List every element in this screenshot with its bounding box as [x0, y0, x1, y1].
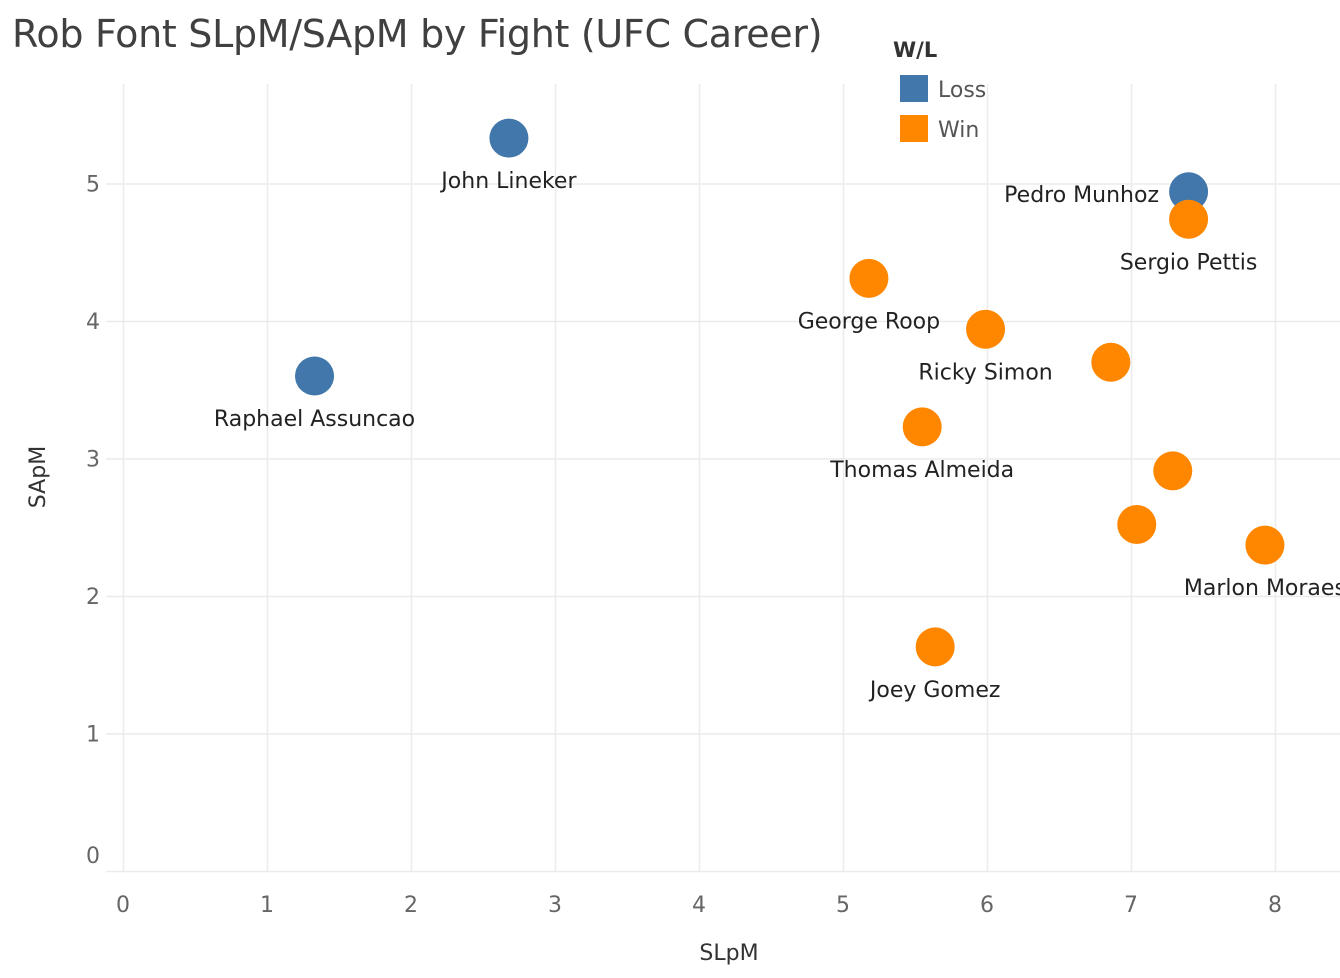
grid-lines — [106, 84, 1340, 873]
x-tick-label: 6 — [980, 893, 994, 918]
point-label: Raphael Assuncao — [214, 407, 415, 432]
x-tick-label: 0 — [116, 893, 130, 918]
y-tick-label: 3 — [86, 448, 100, 473]
axis-ticks: 0 1 2 3 4 5 6 7 8 0 1 2 3 4 5 — [86, 173, 1282, 919]
data-point-win — [849, 258, 889, 298]
point-label: Joey Gomez — [868, 678, 1001, 703]
legend-swatch-win — [900, 115, 928, 142]
point-label: Pedro Munhoz — [1004, 183, 1159, 208]
legend-label: Win — [938, 118, 979, 143]
data-point-loss — [295, 356, 335, 396]
data-point-win — [915, 627, 955, 667]
x-tick-label: 8 — [1268, 893, 1282, 918]
data-point-win — [902, 407, 942, 447]
data-point-win — [1153, 451, 1193, 491]
y-tick-label: 4 — [86, 310, 100, 335]
y-tick-label: 0 — [86, 844, 100, 869]
y-tick-label: 1 — [86, 723, 100, 748]
legend-title: W/L — [893, 38, 937, 62]
x-tick-label: 5 — [836, 893, 850, 918]
point-label: John Lineker — [439, 169, 577, 194]
point-label: Sergio Pettis — [1120, 250, 1258, 275]
legend-label: Loss — [938, 78, 986, 103]
point-label: George Roop — [798, 309, 940, 334]
data-point-loss — [1169, 172, 1209, 212]
point-label: Marlon Moraes — [1184, 576, 1340, 601]
x-tick-label: 1 — [260, 893, 274, 918]
x-tick-label: 7 — [1124, 893, 1138, 918]
x-tick-label: 4 — [692, 893, 706, 918]
data-point-win — [966, 309, 1006, 349]
data-points — [295, 118, 1285, 667]
chart-title: Rob Font SLpM/SApM by Fight (UFC Career) — [12, 12, 823, 56]
x-axis-title: SLpM — [699, 941, 758, 966]
data-point-win — [1091, 342, 1131, 382]
y-axis-title: SApM — [26, 446, 51, 508]
y-tick-label: 5 — [86, 173, 100, 198]
point-label: Ricky Simon — [918, 360, 1052, 385]
data-point-win — [1245, 525, 1285, 565]
data-point-win — [1117, 505, 1157, 544]
x-tick-label: 3 — [548, 893, 562, 918]
legend-swatch-loss — [900, 75, 928, 102]
data-point-loss — [489, 118, 529, 158]
x-tick-label: 2 — [404, 893, 418, 918]
legend: W/L Loss Win — [893, 38, 986, 143]
point-labels: John Lineker Raphael Assuncao Pedro Munhoz… — [214, 169, 1340, 703]
point-label: Thomas Almeida — [829, 458, 1014, 483]
y-tick-label: 2 — [86, 585, 100, 610]
data-point-win — [1169, 199, 1209, 239]
